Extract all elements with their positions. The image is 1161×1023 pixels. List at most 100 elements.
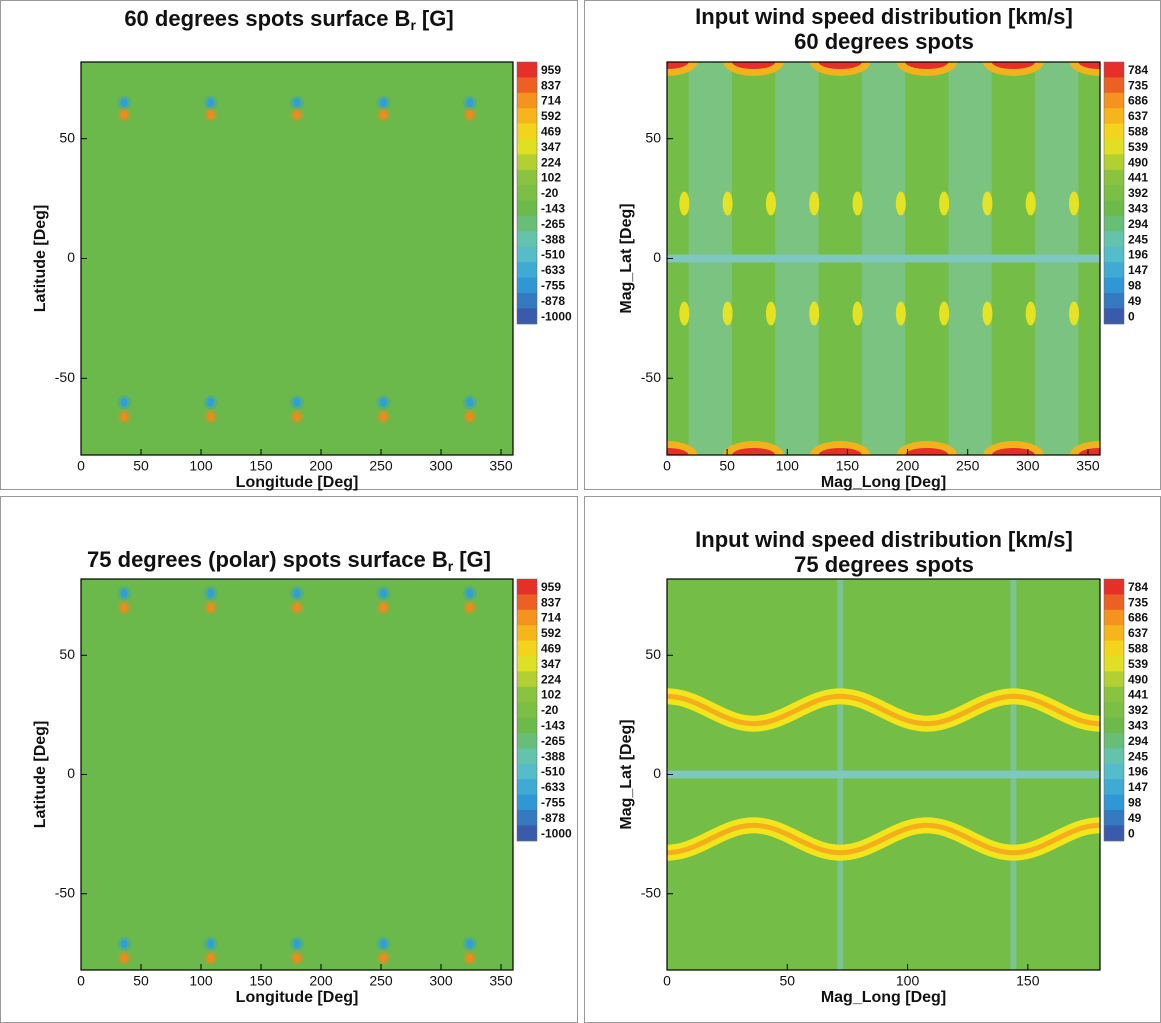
colorbar-swatch bbox=[517, 609, 537, 626]
x-tick-label: 200 bbox=[309, 973, 333, 989]
decor-equator bbox=[667, 254, 1100, 263]
colorbar-swatch bbox=[517, 216, 537, 232]
x-tick-label: 50 bbox=[779, 973, 795, 989]
chart-title: Input wind speed distribution [km/s] bbox=[695, 4, 1073, 29]
colorbar-swatch bbox=[517, 154, 537, 171]
colorbar-label: -388 bbox=[541, 232, 565, 246]
decor-blob bbox=[982, 191, 993, 216]
x-tick-label: 250 bbox=[369, 973, 393, 989]
x-tick-label: 150 bbox=[1016, 973, 1040, 989]
colorbar-label: 784 bbox=[1128, 580, 1148, 594]
spot bbox=[293, 412, 301, 422]
colorbar-swatch bbox=[517, 62, 537, 78]
colorbar-label: 592 bbox=[541, 109, 561, 123]
colorbar-label: -755 bbox=[541, 795, 565, 809]
colorbar-swatch bbox=[1104, 92, 1124, 109]
colorbar-label: 224 bbox=[541, 672, 561, 686]
decor-band-core bbox=[1078, 62, 1100, 69]
spot bbox=[120, 110, 128, 120]
spot bbox=[379, 397, 387, 407]
colorbar-label: 959 bbox=[541, 580, 561, 594]
colorbar-swatch bbox=[1104, 108, 1124, 125]
x-tick-label: 300 bbox=[429, 973, 453, 989]
colorbar-label: 592 bbox=[541, 626, 561, 640]
decor-blob bbox=[1025, 191, 1036, 216]
colorbar-label: 0 bbox=[1128, 826, 1135, 840]
colorbar-swatch bbox=[517, 717, 537, 734]
colorbar-swatch bbox=[1104, 185, 1124, 202]
spot bbox=[466, 397, 474, 407]
colorbar-label: 469 bbox=[541, 641, 561, 655]
colorbar-frame bbox=[516, 61, 538, 325]
colorbar-swatch bbox=[1104, 640, 1124, 657]
colorbar-swatch bbox=[517, 640, 537, 657]
spot bbox=[120, 603, 128, 613]
colorbar-swatch bbox=[1104, 810, 1124, 826]
colorbar-label: 686 bbox=[1128, 94, 1148, 108]
decor-blob bbox=[852, 191, 863, 216]
x-tick-label: 0 bbox=[663, 973, 671, 989]
chart-title: 60 degrees spots surface Br [G] bbox=[124, 6, 453, 33]
colorbar-swatch bbox=[517, 293, 537, 309]
decor-blob bbox=[809, 301, 820, 326]
colorbar-label: 539 bbox=[1128, 657, 1148, 671]
decor-blob bbox=[895, 191, 906, 216]
decor-band-core bbox=[731, 448, 776, 455]
x-tick-label: 50 bbox=[133, 458, 149, 474]
colorbar-swatch bbox=[1104, 656, 1124, 672]
colorbar-label: 490 bbox=[1128, 155, 1148, 169]
colorbar-swatch bbox=[517, 656, 537, 672]
colorbar-swatch bbox=[517, 308, 537, 325]
colorbar-label: -20 bbox=[541, 186, 559, 200]
colorbar-label: 294 bbox=[1128, 734, 1148, 748]
decor-blob bbox=[1069, 301, 1080, 326]
decor-band-core bbox=[818, 448, 862, 455]
x-tick-label: 200 bbox=[896, 458, 920, 474]
colorbar-label: 245 bbox=[1128, 749, 1148, 763]
spot bbox=[120, 939, 128, 949]
spot bbox=[379, 412, 387, 422]
colorbar-frame bbox=[1103, 578, 1125, 842]
colorbar-label: 98 bbox=[1128, 795, 1142, 809]
colorbar-swatch bbox=[517, 169, 537, 186]
colorbar-label: -633 bbox=[541, 780, 565, 794]
colorbar-label: 98 bbox=[1128, 278, 1142, 292]
colorbar-label: 735 bbox=[1128, 595, 1148, 609]
field-background bbox=[81, 62, 513, 455]
colorbar-swatch bbox=[1104, 825, 1124, 842]
decor-band-core bbox=[905, 448, 949, 455]
colorbar-swatch bbox=[517, 779, 537, 796]
colorbar-label: 196 bbox=[1128, 248, 1148, 262]
colorbar-swatch bbox=[1104, 779, 1124, 796]
colorbar-swatch bbox=[517, 625, 537, 642]
colorbar-swatch bbox=[1104, 748, 1124, 765]
colorbar-frame bbox=[1103, 61, 1125, 325]
panel-frame bbox=[0, 0, 578, 490]
x-tick-label: 100 bbox=[896, 973, 920, 989]
spot bbox=[379, 953, 387, 963]
colorbar-label: 343 bbox=[1128, 201, 1148, 215]
decor-equator bbox=[667, 770, 1100, 779]
y-tick-label: -50 bbox=[55, 884, 75, 900]
x-tick-label: 350 bbox=[489, 458, 513, 474]
chart: 60 degrees spots surface Br [G] 0 50 100 150 2… bbox=[32, 6, 572, 491]
x-tick-label: 0 bbox=[77, 458, 85, 474]
colorbar-label: -265 bbox=[541, 734, 565, 748]
spot bbox=[207, 110, 215, 120]
spot bbox=[379, 603, 387, 613]
x-tick-label: 100 bbox=[189, 973, 213, 989]
spot bbox=[293, 110, 301, 120]
colorbar-label: -1000 bbox=[541, 309, 572, 323]
colorbar-swatch bbox=[1104, 579, 1124, 595]
colorbar-swatch bbox=[517, 594, 537, 611]
colorbar-label: -633 bbox=[541, 263, 565, 277]
decor-band-core bbox=[991, 448, 1036, 455]
decor-band-core bbox=[667, 448, 689, 455]
colorbar-label: 343 bbox=[1128, 718, 1148, 732]
x-axis-label: Mag_Long [Deg] bbox=[821, 474, 946, 491]
spot bbox=[120, 397, 128, 407]
colorbar-swatch bbox=[1104, 625, 1124, 642]
colorbar-swatch bbox=[1104, 293, 1124, 309]
decor-blob bbox=[765, 191, 776, 216]
